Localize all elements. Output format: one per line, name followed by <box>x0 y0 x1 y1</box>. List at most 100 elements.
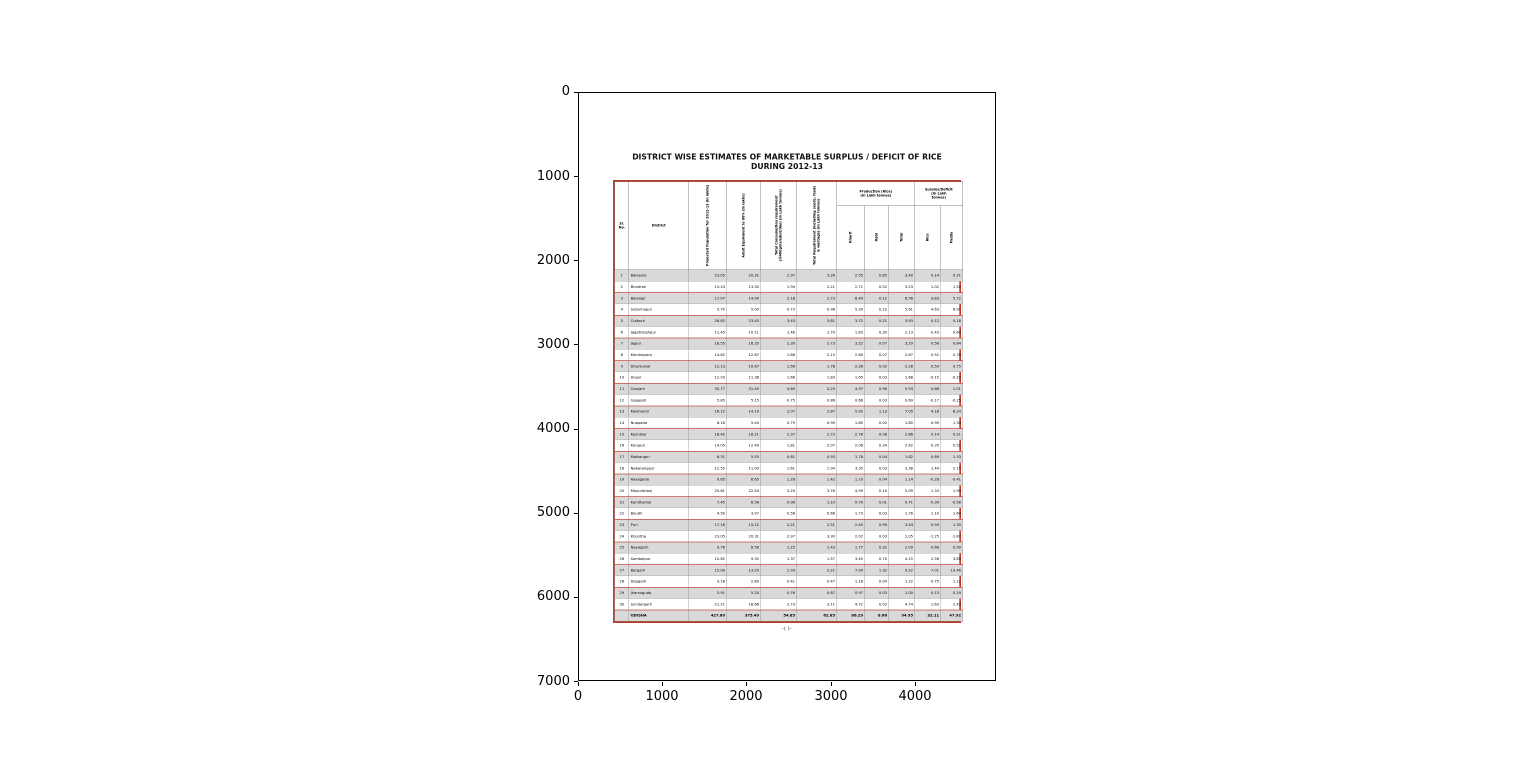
value-cell: 0.52 <box>864 281 889 293</box>
value-cell: 3.18 <box>688 575 727 588</box>
value-cell: 4.72 <box>836 598 865 611</box>
value-cell: 11 <box>614 383 629 395</box>
value-cell: 0.90 <box>796 417 837 429</box>
value-cell: 0.01 <box>864 496 889 509</box>
value-cell: 3.23 <box>888 281 916 293</box>
value-cell: 0.07 <box>864 337 889 350</box>
value-cell: 30 <box>614 598 629 611</box>
district-cell: Bhadrak <box>628 281 689 293</box>
value-cell: 0.71 <box>888 496 916 509</box>
value-cell: 1.99 <box>940 485 964 497</box>
value-cell: 0.18 <box>940 315 964 327</box>
col-header-projected-population: Projected Population for 2012-13 (in lak… <box>688 181 727 271</box>
value-cell: 2.42 <box>888 439 916 452</box>
district-cell: Kandhamal <box>628 496 689 509</box>
col-header-total: Total <box>888 205 916 271</box>
value-cell: 6 <box>614 326 629 339</box>
x-tick-label: 4000 <box>898 689 932 704</box>
y-tick-label: 4000 <box>536 421 570 436</box>
value-cell: 23.05 <box>688 530 727 543</box>
value-cell: 6.91 <box>940 303 964 316</box>
value-cell: 2.07 <box>796 439 837 452</box>
value-cell: 5.44 <box>726 417 761 429</box>
value-cell: 8.66 <box>864 609 889 622</box>
district-cell: Sundergarh <box>628 598 689 611</box>
value-cell: 0.04 <box>864 473 889 486</box>
table-row: 14 Nuapada 6.18 5.44 0.79 0.90 1.80 0.00 1.80 0.9… <box>614 417 964 429</box>
value-cell: 16.21 <box>726 428 761 441</box>
value-cell: 7.45 <box>688 496 727 509</box>
value-cell: 1.32 <box>864 564 889 577</box>
tick-mark <box>574 429 578 430</box>
value-cell: 10.46 <box>940 564 964 577</box>
value-cell: 23 <box>614 519 629 531</box>
value-cell: 12.93 <box>688 371 727 384</box>
value-cell: 2.71 <box>836 281 865 293</box>
value-cell: 0.70 <box>864 553 889 565</box>
tick-mark <box>662 682 663 686</box>
value-cell: 26.62 <box>688 315 727 327</box>
value-cell: 2.28 <box>888 360 916 373</box>
value-cell: 5.39 <box>836 303 865 316</box>
value-cell: 1.37 <box>760 553 797 565</box>
district-cell: Koraput <box>628 439 689 452</box>
value-cell: 16.12 <box>688 405 727 418</box>
value-cell: 2.15 <box>796 349 837 361</box>
value-cell: 5.09 <box>888 485 916 497</box>
value-cell: -0.41 <box>940 473 964 486</box>
page-number-mark: -( )- <box>782 626 792 632</box>
value-cell: 11.38 <box>726 371 761 384</box>
x-tick-label: 1000 <box>645 689 679 704</box>
y-tick-label: 2000 <box>536 253 570 268</box>
value-cell: 22.54 <box>726 485 761 497</box>
col-header-rice: Rice <box>914 205 942 271</box>
value-cell: 2 <box>614 281 629 293</box>
value-cell: 3.45 <box>836 553 865 565</box>
value-cell: 2.73 <box>796 337 837 350</box>
value-cell: 1.39 <box>940 519 964 531</box>
value-cell: 3.93 <box>888 315 916 327</box>
scanned-document: DISTRICT WISE ESTIMATES OF MARKETABLE SU… <box>613 153 964 632</box>
value-cell: 2.39 <box>760 337 797 350</box>
value-cell: 25 <box>614 541 629 554</box>
value-cell: 1.18 <box>836 575 865 588</box>
district-cell: Boudh <box>628 507 689 520</box>
value-cell: -0.58 <box>940 496 964 509</box>
table-row: 2 Bhadrak 15.24 13.30 1.94 2.21 2.71 0.52 3.23 1.… <box>614 281 964 293</box>
value-cell: 1.43 <box>796 541 837 554</box>
value-cell: 0.76 <box>760 587 797 599</box>
value-cell: 0.13 <box>914 587 942 599</box>
value-cell: 5.92 <box>836 405 865 418</box>
value-cell: 10.67 <box>726 360 761 373</box>
table-row: 22 Boudh 4.50 3.97 0.58 0.66 1.73 0.03 1.76 1.10 1… <box>614 507 964 520</box>
table-row: 27 Bargarh 15.00 13.20 1.93 2.21 7.90 1.32 9.22 7… <box>614 564 964 577</box>
value-cell: 0.84 <box>940 337 964 350</box>
district-cell: Nuapada <box>628 417 689 429</box>
table-row: 10 Angul 12.93 11.38 1.66 1.83 1.65 0.03 1.68 -0.… <box>614 371 964 384</box>
district-cell: Nayagarh <box>628 541 689 554</box>
value-cell: 21.21 <box>688 598 727 611</box>
value-cell: 2.09 <box>888 541 916 554</box>
value-cell: -0.28 <box>914 473 942 486</box>
value-cell: 8.65 <box>726 473 761 486</box>
value-cell: 1.77 <box>836 541 865 554</box>
value-cell: 0.12 <box>864 292 889 305</box>
district-cell: ODISHA <box>628 609 689 622</box>
value-cell: 0.87 <box>796 587 837 599</box>
table-total-row: ODISHA 427.80 375.49 54.85 62.85 86.29 8.66 94.… <box>614 609 964 622</box>
district-cell: Deogarh <box>628 575 689 588</box>
value-cell: 16 <box>614 439 629 452</box>
value-cell: 14.05 <box>688 439 727 452</box>
value-cell: 1.52 <box>940 281 964 293</box>
value-cell: 0.03 <box>864 462 889 475</box>
district-cell: Angul <box>628 371 689 384</box>
col-header-surplus-group: Surplus/Deficit (In Lakh tonnes) <box>914 181 964 207</box>
value-cell: 0.41 <box>760 575 797 588</box>
value-cell: 12 <box>614 394 629 407</box>
value-cell: 2.67 <box>888 349 916 361</box>
value-cell: 0.21 <box>940 428 964 441</box>
col-header-sl-no: Sl. No. <box>614 181 629 271</box>
value-cell: 5.15 <box>726 394 761 407</box>
x-tick-label: 0 <box>573 689 583 704</box>
value-cell: 0.52 <box>940 439 964 452</box>
